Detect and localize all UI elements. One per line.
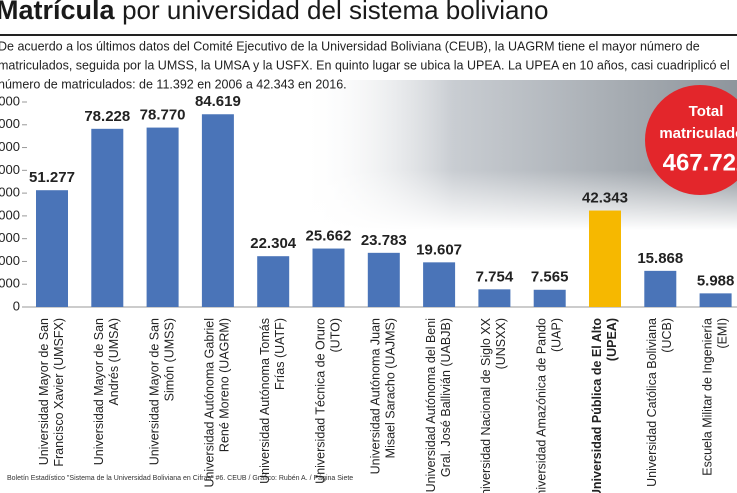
x-tick-label: Universidad Mayor de San	[92, 318, 106, 465]
value-label: 19.607	[416, 241, 462, 258]
y-tick-label: 80.000	[0, 116, 20, 131]
x-tick-label: (EMI)	[715, 318, 729, 349]
x-tick-label: Universidad Mayor de San	[147, 318, 161, 465]
subtitle-line: De acuerdo a los últimos datos del Comit…	[0, 39, 700, 53]
y-tick-label: 0	[13, 298, 20, 313]
x-tick-label: Universidad Autónoma Juan	[369, 318, 383, 474]
value-label: 7.754	[476, 268, 514, 285]
value-label: 7.565	[531, 269, 569, 286]
bar	[146, 127, 179, 308]
bar	[201, 114, 234, 308]
badge	[645, 85, 737, 195]
bar	[91, 128, 124, 307]
value-label: 78.770	[140, 107, 186, 124]
x-tick-label: (UNSXX)	[494, 318, 508, 369]
bar	[699, 293, 732, 307]
x-tick-label: Universidad Amazónica de Pando	[534, 318, 548, 493]
x-tick-label: (UAP)	[549, 318, 563, 352]
subtitle-line: matriculados, seguida por la UMSS, la UM…	[0, 58, 730, 72]
value-label: 51.277	[29, 169, 75, 186]
y-tick-label: 70.000	[0, 139, 20, 154]
value-label: 78.228	[84, 108, 130, 125]
title-bold: Matrícula	[0, 0, 116, 25]
value-label: 23.783	[361, 232, 407, 249]
x-tick-label: Universidad Católica Boliviana	[645, 318, 659, 487]
x-tick-label: Universidad Nacional de Siglo XX	[479, 317, 493, 493]
y-tick-label: 30.000	[0, 230, 20, 245]
x-tick-label: (UTO)	[328, 318, 342, 353]
x-tick-label: Simón (UMSS)	[162, 318, 176, 401]
y-tick-label: 20.000	[0, 253, 20, 268]
value-label: 5.988	[697, 272, 735, 289]
bar	[589, 210, 621, 307]
x-tick-label: Universidad Pública de El Alto	[590, 318, 604, 493]
y-tick-label: 40.000	[0, 207, 20, 222]
x-tick-label: Gral. José Ballivián (UABJB)	[439, 318, 453, 477]
y-tick-label: 50.000	[0, 185, 20, 200]
x-tick-label: Frías (UATF)	[273, 318, 287, 390]
x-tick-label: Universidad Autónoma Gabriel	[203, 318, 217, 488]
x-tick-label: (UPEA)	[605, 318, 619, 361]
badge-line: matriculados	[659, 125, 737, 142]
bar	[478, 289, 511, 307]
bar	[644, 270, 677, 307]
bar	[257, 256, 290, 307]
y-tick-label: 90.000	[0, 93, 20, 108]
bar	[36, 190, 68, 307]
subtitle-line: número de matriculados: de 11.392 en 200…	[0, 77, 347, 91]
value-label: 42.343	[582, 190, 628, 207]
x-tick-label: René Moreno (UAGRM)	[218, 318, 232, 452]
x-tick-label: Escuela Militar de Ingeniería	[700, 318, 714, 476]
y-tick-label: 60.000	[0, 162, 20, 177]
x-tick-label: Misael Saracho (UAJMS)	[384, 318, 398, 458]
bar	[423, 262, 456, 307]
x-tick-label: Francisco Xavier (UMSFX)	[52, 318, 66, 467]
badge-line: Total	[689, 103, 724, 120]
x-tick-label: Universidad Mayor de San	[37, 318, 51, 465]
y-tick-label: 10.000	[0, 276, 20, 291]
x-tick-label: Universidad Autónoma Tomás	[258, 318, 272, 484]
value-label: 22.304	[250, 235, 297, 252]
value-label: 15.868	[637, 250, 683, 267]
title-rule	[0, 34, 737, 36]
x-tick-label: Universidad Autónoma del Beni	[424, 318, 438, 492]
value-label: 84.619	[195, 93, 241, 110]
x-tick-label: (UCB)	[660, 318, 674, 353]
title-rest: por universidad del sistema boliviano	[122, 0, 548, 25]
chart-title: Matrícula por universidad del sistema bo…	[0, 0, 548, 25]
bar	[312, 248, 345, 307]
value-label: 25.662	[306, 228, 352, 245]
x-tick-label: Universidad Técnica de Oruro	[313, 318, 327, 484]
bar	[533, 289, 566, 307]
source: Boletín Estadístico "Sistema de la Unive…	[7, 475, 353, 482]
x-tick-label: Andrés (UMSA)	[107, 318, 121, 406]
badge-value: 467.722	[663, 149, 737, 176]
bar	[367, 252, 400, 307]
